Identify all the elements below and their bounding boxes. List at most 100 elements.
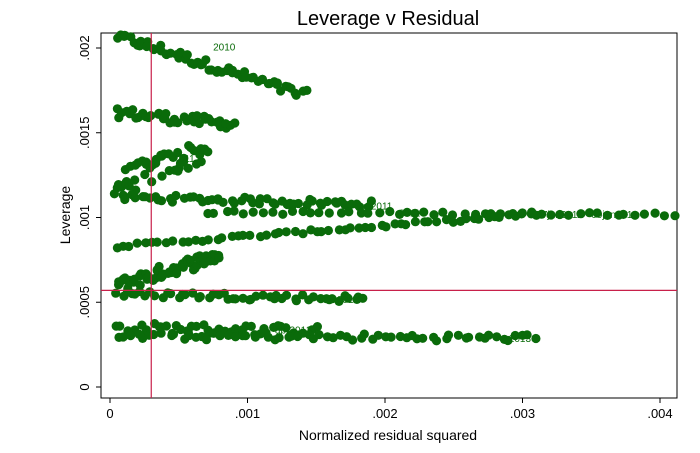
scatter-point xyxy=(140,169,150,180)
scatter-point xyxy=(328,333,338,343)
scatter-point xyxy=(307,196,317,206)
point-label: 2013 xyxy=(509,334,532,345)
scatter-point xyxy=(109,189,119,199)
scatter-point xyxy=(385,206,395,217)
scatter-point xyxy=(531,210,542,220)
scatter-point xyxy=(431,336,442,346)
scatter-point xyxy=(281,323,291,333)
point-label: 09jun2011 xyxy=(591,210,637,221)
scatter-point xyxy=(230,118,240,128)
scatter-point xyxy=(208,208,218,218)
scatter-point xyxy=(150,291,160,301)
scatter-point xyxy=(432,217,442,227)
scatter-point xyxy=(270,199,280,209)
scatter-point xyxy=(298,290,308,300)
scatter-point xyxy=(343,293,353,303)
scatter-point xyxy=(453,330,463,340)
scatter-point xyxy=(118,332,128,342)
scatter-point xyxy=(251,291,261,301)
y-tick-label: .0005 xyxy=(77,286,92,319)
scatter-point xyxy=(474,214,484,224)
scatter-point xyxy=(386,332,396,342)
scatter-point xyxy=(287,206,298,216)
scatter-point xyxy=(196,157,206,167)
scatter-point xyxy=(510,330,520,341)
scatter-point xyxy=(130,175,140,185)
scatter-point xyxy=(308,292,318,302)
scatter-point xyxy=(314,208,324,218)
point-label: jun2011 xyxy=(357,202,393,213)
scatter-point xyxy=(592,208,602,218)
scatter-point xyxy=(156,196,167,206)
scatter-point xyxy=(195,292,205,302)
scatter-point xyxy=(419,207,429,217)
scatter-point xyxy=(161,109,171,119)
scatter-point xyxy=(132,238,142,248)
scatter-point xyxy=(217,233,227,243)
scatter-point xyxy=(322,196,332,207)
scatter-point xyxy=(363,208,373,218)
scatter-point xyxy=(359,329,369,339)
scatter-point xyxy=(293,198,303,209)
scatter-point xyxy=(130,193,140,203)
scatter-point xyxy=(128,105,138,115)
scatter-point xyxy=(670,211,680,221)
scatter-point xyxy=(618,209,628,219)
scatter-point xyxy=(240,331,251,341)
scatter-point xyxy=(173,118,183,128)
scatter-point xyxy=(255,329,266,339)
scatter-point xyxy=(323,225,333,236)
scatter-point xyxy=(448,217,458,227)
scatter-point xyxy=(166,289,176,299)
scatter-point xyxy=(156,328,166,338)
scatter-point xyxy=(229,198,239,208)
scatter-point xyxy=(312,322,322,332)
scatter-point xyxy=(410,217,420,227)
scatter-point xyxy=(327,294,337,304)
scatter-point xyxy=(154,261,164,272)
scatter-point xyxy=(494,212,504,222)
y-axis-title: Leverage xyxy=(57,186,73,245)
scatter-point xyxy=(255,194,265,204)
x-tick-label: .004 xyxy=(647,406,672,421)
scatter-point xyxy=(563,210,574,220)
scatter-point xyxy=(229,206,239,216)
scatter-point xyxy=(650,208,660,218)
scatter-point xyxy=(484,330,494,340)
scatter-point xyxy=(238,230,248,240)
scatter-point xyxy=(348,335,358,345)
y-tick-label: .0015 xyxy=(77,116,92,149)
scatter-point xyxy=(161,321,171,331)
scatter-point xyxy=(291,90,301,100)
point-label: 2011 xyxy=(399,208,421,219)
point-label: 07jun2011 xyxy=(536,210,582,221)
reference-lines xyxy=(101,33,677,398)
scatter-point xyxy=(203,147,213,157)
scatter-point xyxy=(546,210,556,220)
y-tick-label: 0 xyxy=(77,383,92,390)
scatter-point xyxy=(345,223,355,233)
scatter-point xyxy=(324,208,334,218)
scatter-point xyxy=(336,208,347,218)
scatter-point xyxy=(245,230,255,240)
y-tick-label: .001 xyxy=(77,205,92,230)
scatter-point xyxy=(438,207,448,217)
scatter-point xyxy=(602,210,613,220)
scatter-point xyxy=(238,209,248,219)
scatter-point xyxy=(246,321,256,331)
scatter-point xyxy=(503,335,513,346)
scatter-point xyxy=(261,230,272,240)
scatter-point xyxy=(272,78,282,88)
scatter-point xyxy=(281,227,291,237)
scatter-point xyxy=(381,222,391,232)
scatter-point xyxy=(218,197,228,207)
scatter-point xyxy=(258,208,268,218)
point-label: apr2013 xyxy=(275,325,312,336)
scatter-point xyxy=(258,290,268,300)
scatter-point xyxy=(124,241,134,252)
chart-title: Leverage v Residual xyxy=(297,8,479,30)
scatter-point xyxy=(639,209,650,219)
scatter-point xyxy=(192,111,202,121)
scatter-point xyxy=(152,237,162,247)
scatter-point xyxy=(203,235,213,245)
